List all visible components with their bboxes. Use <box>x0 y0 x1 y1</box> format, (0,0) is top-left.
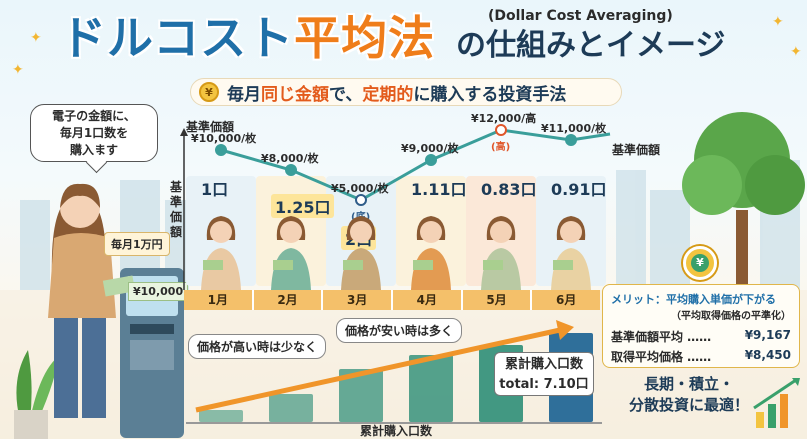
merit-title: メリット：平均購入単価が下がる <box>611 293 776 306</box>
tree-icon <box>682 112 805 300</box>
price-label: ¥10,000/枚 <box>191 132 257 145</box>
y-axis-arrow-icon <box>180 128 188 136</box>
person-icon <box>341 216 381 290</box>
people-illustrations <box>201 216 591 290</box>
woman-icon <box>48 183 136 418</box>
cumulative-axis-label: 累計購入口数 <box>360 424 433 438</box>
price-label: ¥5,000/枚 <box>331 182 389 195</box>
units-label: 0.91口 <box>551 180 607 199</box>
banner-part: に購入する投資手法 <box>413 84 567 105</box>
banner-highlight: 同じ金額 <box>261 84 329 105</box>
monthly-amount-tag: 毎月1万円 <box>104 232 170 256</box>
bubble-line: 購入ます <box>69 143 118 157</box>
price-point <box>285 164 297 176</box>
total-value: total: 7.10口 <box>499 377 589 392</box>
arrow-head-icon <box>556 320 574 340</box>
slogan-line: 長期・積立・ <box>643 375 734 393</box>
price-label: ¥9,000/枚 <box>401 142 459 155</box>
callout-high-price: 価格が高い時は少なく <box>188 334 327 359</box>
callout-low-price: 価格が安い時は多く <box>336 318 463 343</box>
plant-icon <box>14 350 60 439</box>
banner-highlight: 定期的 <box>362 84 414 105</box>
merit-row-label: 取得平均価格 …… <box>611 350 712 364</box>
page-title: ドルコスト平均法 <box>60 10 435 66</box>
price-point <box>215 144 227 156</box>
sparkle-icon: ✦ <box>12 62 24 78</box>
woman-atm-illustration <box>48 183 184 438</box>
y-axis-vertical-label: 基準価額 <box>169 180 182 239</box>
cumulative-bar <box>409 355 453 422</box>
price-point <box>425 154 437 166</box>
units-label: 0.83口 <box>481 180 537 199</box>
merit-row: 基準価額平均 …… ¥9,167 <box>611 328 791 345</box>
speech-bubble: 電子の金額に、 毎月1口数を 購入ます <box>30 104 158 162</box>
banner-part: 毎月 <box>227 84 261 105</box>
price-point <box>495 124 507 136</box>
cumulative-baseline <box>186 422 602 424</box>
high-marker: (高) <box>491 142 511 153</box>
title-accent: 平均法 <box>294 11 436 65</box>
merit-subtitle: （平均取得価格の平準化） <box>671 311 791 322</box>
merit-box: メリット：平均購入単価が下がる （平均取得価格の平準化） 基準価額平均 …… ¥… <box>602 284 800 368</box>
person-icon <box>481 216 521 290</box>
price-label: ¥11,000/枚 <box>541 122 607 135</box>
month-axis: 1月 2月 3月 4月 5月 6月 <box>184 290 601 310</box>
merit-row: 取得平均価格 …… ¥8,450 <box>611 348 791 365</box>
month-tick-label: 5月 <box>462 290 533 310</box>
banner-text: 毎月同じ金額で、定期的に購入する投資手法 <box>227 80 566 105</box>
merit-row-value: ¥8,450 <box>744 348 791 362</box>
price-label: ¥12,000/高 <box>471 112 537 125</box>
price-label: ¥8,000/枚 <box>261 152 319 165</box>
month-tick-label: 6月 <box>532 290 601 310</box>
total-units-box: 累計購入口数 total: 7.10口 <box>494 352 594 396</box>
title-subtitle: の仕組みとイメージ <box>456 28 726 63</box>
merit-row-value: ¥9,167 <box>744 328 791 342</box>
slogan: 長期・積立・ 分散投資に最適！ <box>626 374 752 416</box>
y-axis-label: 基準価額 <box>186 120 235 134</box>
sparkle-icon: ✦ <box>772 14 784 30</box>
person-icon <box>551 216 591 290</box>
person-icon <box>271 216 311 290</box>
cumulative-bar <box>269 393 313 422</box>
line-end-label: 基準価額 <box>612 143 661 157</box>
month-tick-label: 4月 <box>393 290 463 310</box>
title-english: (Dollar Cost Averaging) <box>488 8 673 24</box>
atm-cash-note: ¥10,000 <box>128 282 189 301</box>
banner-part: で、 <box>329 84 363 105</box>
total-label: 累計購入口数 <box>504 357 583 372</box>
sparkle-icon: ✦ <box>30 30 42 46</box>
cumulative-bar <box>199 409 243 422</box>
price-point <box>355 194 367 206</box>
slogan-line: 分散投資に最適！ <box>628 396 749 414</box>
bubble-line: 毎月1口数を <box>59 126 129 140</box>
merit-row-label: 基準価額平均 …… <box>611 330 712 344</box>
person-icon <box>201 216 241 290</box>
title-prefix: ドルコスト <box>60 11 295 65</box>
growth-chart-icon <box>753 378 800 428</box>
units-label: 1口 <box>201 180 229 199</box>
person-icon <box>411 216 451 290</box>
sparkle-icon: ✦ <box>790 44 802 60</box>
yen-coin-icon: ¥ <box>199 82 219 102</box>
units-label: 1.11口 <box>411 180 467 199</box>
merit-badge-icon: ¥ <box>683 246 717 280</box>
bubble-line: 電子の金額に、 <box>52 109 136 123</box>
month-tick-label: 3月 <box>323 290 394 310</box>
price-point <box>565 134 577 146</box>
units-label: 1.25口 <box>271 194 335 218</box>
month-tick-label: 1月 <box>184 290 254 310</box>
check-icon: ¥ <box>691 254 709 272</box>
month-tick-label: 2月 <box>253 290 324 310</box>
subtitle-banner: ¥ 毎月同じ金額で、定期的に購入する投資手法 <box>190 78 622 106</box>
